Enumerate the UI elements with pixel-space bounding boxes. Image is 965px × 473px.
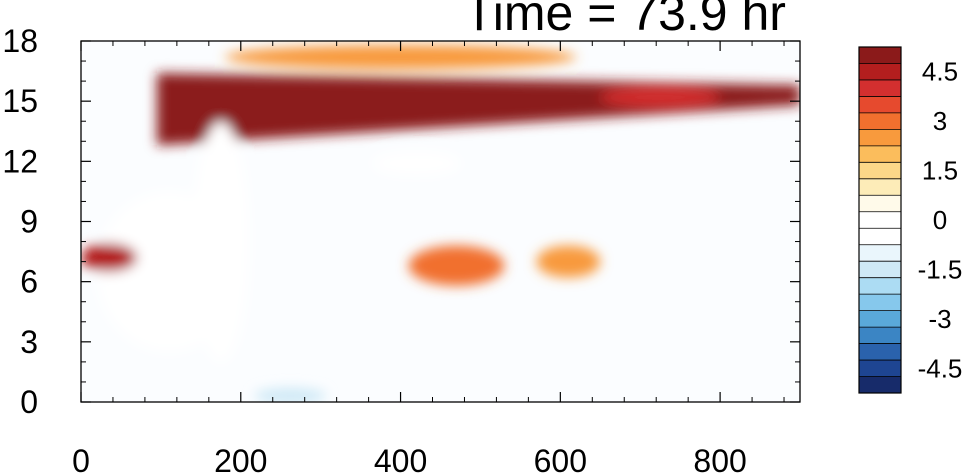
- x-tick-label: 0: [72, 443, 90, 473]
- y-tick-label: 3: [20, 324, 38, 360]
- colorbar-swatch: [859, 228, 901, 246]
- colorbar-tick-label: 4.5: [922, 57, 958, 87]
- heatmap-blob-8: [600, 87, 721, 108]
- colorbar-swatch: [859, 211, 901, 229]
- colorbar-tick-label: -3: [928, 304, 951, 334]
- x-tick-label: 400: [374, 443, 427, 473]
- heatmap-blob-5: [408, 245, 505, 286]
- colorbar-swatch: [859, 96, 901, 114]
- heatmap-blob-9: [224, 45, 577, 70]
- heatmap-blob-4: [372, 151, 461, 176]
- colorbar-swatch: [859, 178, 901, 196]
- colorbar-frame: [858, 46, 902, 394]
- colorbar-swatch: [859, 244, 901, 262]
- x-tick-label: 600: [534, 443, 587, 473]
- colorbar-swatch: [859, 145, 901, 163]
- heatmap-blob-6: [81, 243, 137, 272]
- colorbar: 4.5 3 1.5 0 -1.5 -3 -4.5: [858, 46, 963, 394]
- colorbar-swatch: [859, 129, 901, 147]
- colorbar-swatch: [859, 310, 901, 328]
- colorbar-swatch: [859, 376, 901, 394]
- x-tick-label: 800: [693, 443, 746, 473]
- colorbar-swatch: [859, 261, 901, 279]
- y-tick-label: 12: [2, 143, 38, 179]
- colorbar-tick-label: -4.5: [918, 353, 963, 383]
- colorbar-tick-label: -1.5: [918, 254, 963, 284]
- y-tick-label: 15: [2, 83, 38, 119]
- colorbar-swatch: [859, 162, 901, 180]
- chart-title: Time = 73.9 hr: [464, 0, 786, 41]
- colorbar-swatch: [859, 79, 901, 97]
- colorbar-swatch: [859, 277, 901, 295]
- y-tick-label: 6: [20, 264, 38, 300]
- axes: 0 200 400 600 800 0 3 6 9 12 15 18: [2, 23, 800, 473]
- y-tick-label: 0: [20, 384, 38, 420]
- colorbar-swatch: [859, 360, 901, 378]
- colorbar-swatch: [859, 343, 901, 361]
- colorbar-swatch: [859, 294, 901, 312]
- colorbar-tick-label: 1.5: [922, 156, 958, 186]
- colorbar-swatch: [859, 112, 901, 130]
- colorbar-swatch: [859, 327, 901, 345]
- heatmap-blob-7: [536, 245, 601, 278]
- colorbar-swatch: [859, 47, 901, 64]
- y-tick-label: 18: [2, 23, 38, 59]
- colorbar-swatch: [859, 63, 901, 81]
- heatmap-blob-2: [192, 121, 249, 362]
- colorbar-swatch: [859, 195, 901, 213]
- x-tick-label: 200: [214, 443, 267, 473]
- colorbar-tick-label: 3: [933, 106, 947, 136]
- y-tick-label: 9: [20, 204, 38, 240]
- colorbar-tick-label: 0: [933, 205, 947, 235]
- heatmap-field: [81, 41, 800, 402]
